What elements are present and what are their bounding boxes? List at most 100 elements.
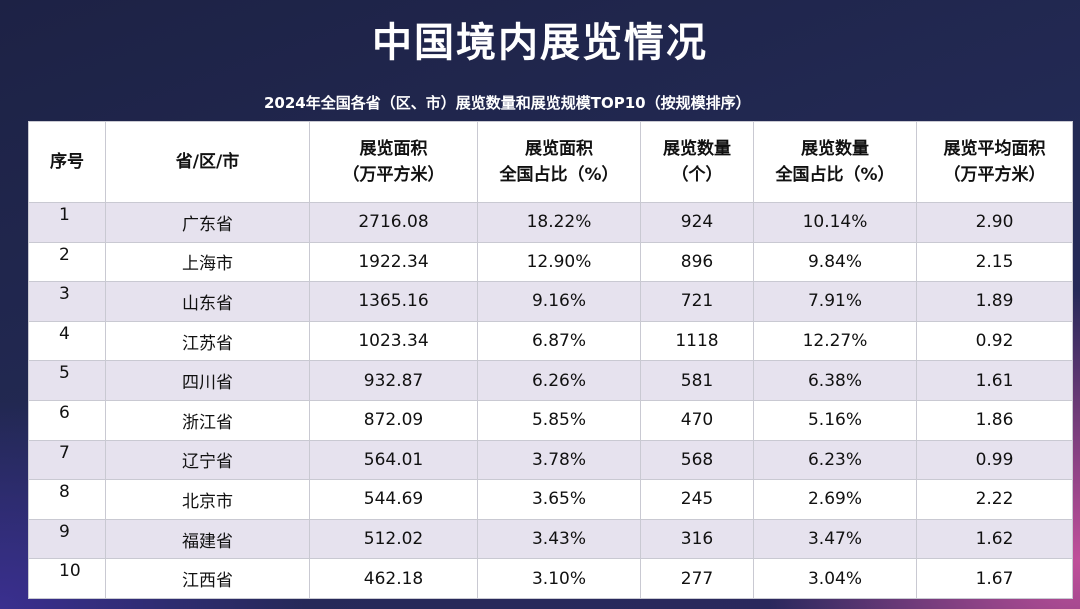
table-cell: 6.26% — [477, 360, 641, 401]
column-header-line: （个） — [671, 165, 723, 185]
table-row: 10 江西省 462.18 3.10% 277 3.04% 1.67 — [28, 558, 1073, 599]
table-cell: 1023.34 — [309, 320, 478, 362]
column-header: 展览面积全国占比（%） — [477, 121, 641, 203]
table-cell: 山东省 — [105, 281, 310, 322]
table-row: 2 上海市 1922.34 12.90% 896 9.84% 2.15 — [28, 241, 1073, 283]
table-cell: 0.92 — [916, 320, 1073, 362]
table-cell: 福建省 — [105, 518, 310, 560]
table-cell: 3.04% — [753, 558, 917, 599]
table-row: 3 山东省 1365.16 9.16% 721 7.91% 1.89 — [28, 281, 1073, 322]
table-cell: 江西省 — [105, 558, 310, 599]
table-cell: 9.16% — [477, 281, 641, 322]
table-cell: 2.22 — [916, 479, 1073, 520]
table-cell: 872.09 — [309, 399, 478, 441]
table-row: 9 福建省 512.02 3.43% 316 3.47% 1.62 — [28, 518, 1073, 560]
table-cell: 2.90 — [916, 202, 1073, 243]
table-cell: 1.89 — [916, 281, 1073, 322]
table-cell: 564.01 — [309, 439, 478, 481]
table-cell: 1.86 — [916, 399, 1073, 441]
table-cell: 北京市 — [105, 479, 310, 520]
table-cell: 江苏省 — [105, 320, 310, 362]
table-cell: 3.43% — [477, 518, 641, 560]
column-header: 省/区/市 — [105, 121, 310, 203]
exhibition-table: 序号 省/区/市 展览面积 （万平方米） 展览面积全国占比（%） 展览数量 （个） 展览数量全… — [28, 121, 1073, 599]
table-cell: 721 — [640, 281, 754, 322]
table-cell: 上海市 — [105, 241, 310, 283]
table-cell: 932.87 — [309, 360, 478, 401]
table-cell: 12.90% — [477, 241, 641, 283]
table-cell: 5.16% — [753, 399, 917, 441]
table-row: 5 四川省 932.87 6.26% 581 6.38% 1.61 — [28, 360, 1073, 401]
column-header-line: 展览平均面积 — [943, 139, 1046, 159]
table-cell: 1118 — [640, 320, 754, 362]
table-cell: 1 — [28, 202, 106, 243]
table-cell: 512.02 — [309, 518, 478, 560]
table-row: 7 辽宁省 564.01 3.78% 568 6.23% 0.99 — [28, 439, 1073, 481]
table-cell: 5.85% — [477, 399, 641, 441]
column-header-line: 序号 — [50, 152, 84, 172]
table-cell: 924 — [640, 202, 754, 243]
table-cell: 6.38% — [753, 360, 917, 401]
table-cell: 3.65% — [477, 479, 641, 520]
table-cell: 1922.34 — [309, 241, 478, 283]
table-cell: 2.15 — [916, 241, 1073, 283]
table-cell: 1.61 — [916, 360, 1073, 401]
column-header: 展览平均面积 （万平方米） — [916, 121, 1073, 203]
table-cell: 0.99 — [916, 439, 1073, 481]
column-header-line: 省/区/市 — [175, 152, 240, 172]
column-header-line: （万平方米） — [943, 165, 1046, 185]
table-cell: 568 — [640, 439, 754, 481]
table-cell: 277 — [640, 558, 754, 599]
table-cell: 544.69 — [309, 479, 478, 520]
data-table-container: 序号 省/区/市 展览面积 （万平方米） 展览面积全国占比（%） 展览数量 （个） 展览数量全… — [28, 121, 1073, 599]
column-header-line: （万平方米） — [342, 165, 445, 185]
table-cell: 462.18 — [309, 558, 478, 599]
column-header-line: 展览数量 — [663, 139, 731, 159]
table-cell: 10 — [28, 558, 106, 599]
column-header-line: 展览面积 — [359, 139, 428, 159]
table-cell: 广东省 — [105, 202, 310, 243]
table-cell: 3.78% — [477, 439, 641, 481]
table-cell: 3 — [28, 281, 106, 322]
table-cell: 470 — [640, 399, 754, 441]
page-title: 中国境内展览情况 — [372, 20, 708, 66]
table-cell: 8 — [28, 479, 106, 520]
table-cell: 1365.16 — [309, 281, 478, 322]
table-subtitle: 2024年全国各省（区、市）展览数量和展览规模TOP10（按规模排序） — [264, 94, 751, 112]
table-body: 1 广东省 2716.08 18.22% 924 10.14% 2.90 2 上海市 1922.3… — [28, 202, 1073, 599]
column-header: 展览面积 （万平方米） — [309, 121, 478, 203]
table-cell: 10.14% — [753, 202, 917, 243]
table-cell: 3.10% — [477, 558, 641, 599]
column-header: 序号 — [28, 121, 106, 203]
table-row: 4 江苏省 1023.34 6.87% 1118 12.27% 0.92 — [28, 320, 1073, 362]
table-cell: 辽宁省 — [105, 439, 310, 481]
table-cell: 6.23% — [753, 439, 917, 481]
table-row: 8 北京市 544.69 3.65% 245 2.69% 2.22 — [28, 479, 1073, 520]
column-header-line: 展览面积 — [525, 139, 593, 159]
table-cell: 18.22% — [477, 202, 641, 243]
table-cell: 浙江省 — [105, 399, 310, 441]
column-header: 展览数量全国占比（%） — [753, 121, 917, 203]
table-cell: 四川省 — [105, 360, 310, 401]
table-cell: 245 — [640, 479, 754, 520]
table-cell: 4 — [28, 320, 106, 362]
table-cell: 12.27% — [753, 320, 917, 362]
column-header-line: 全国占比（%） — [775, 165, 895, 185]
table-row: 6 浙江省 872.09 5.85% 470 5.16% 1.86 — [28, 399, 1073, 441]
table-cell: 7 — [28, 439, 106, 481]
column-header-line: 全国占比（%） — [499, 165, 619, 185]
column-header: 展览数量 （个） — [640, 121, 754, 203]
table-cell: 2716.08 — [309, 202, 478, 243]
table-cell: 2 — [28, 241, 106, 283]
table-cell: 2.69% — [753, 479, 917, 520]
table-cell: 6 — [28, 399, 106, 441]
table-header-row: 序号 省/区/市 展览面积 （万平方米） 展览面积全国占比（%） 展览数量 （个） 展览数量全… — [28, 121, 1073, 203]
table-cell: 6.87% — [477, 320, 641, 362]
table-cell: 5 — [28, 360, 106, 401]
table-cell: 7.91% — [753, 281, 917, 322]
table-cell: 1.62 — [916, 518, 1073, 560]
column-header-line: 展览数量 — [801, 139, 869, 159]
table-cell: 9.84% — [753, 241, 917, 283]
table-cell: 581 — [640, 360, 754, 401]
table-row: 1 广东省 2716.08 18.22% 924 10.14% 2.90 — [28, 202, 1073, 243]
